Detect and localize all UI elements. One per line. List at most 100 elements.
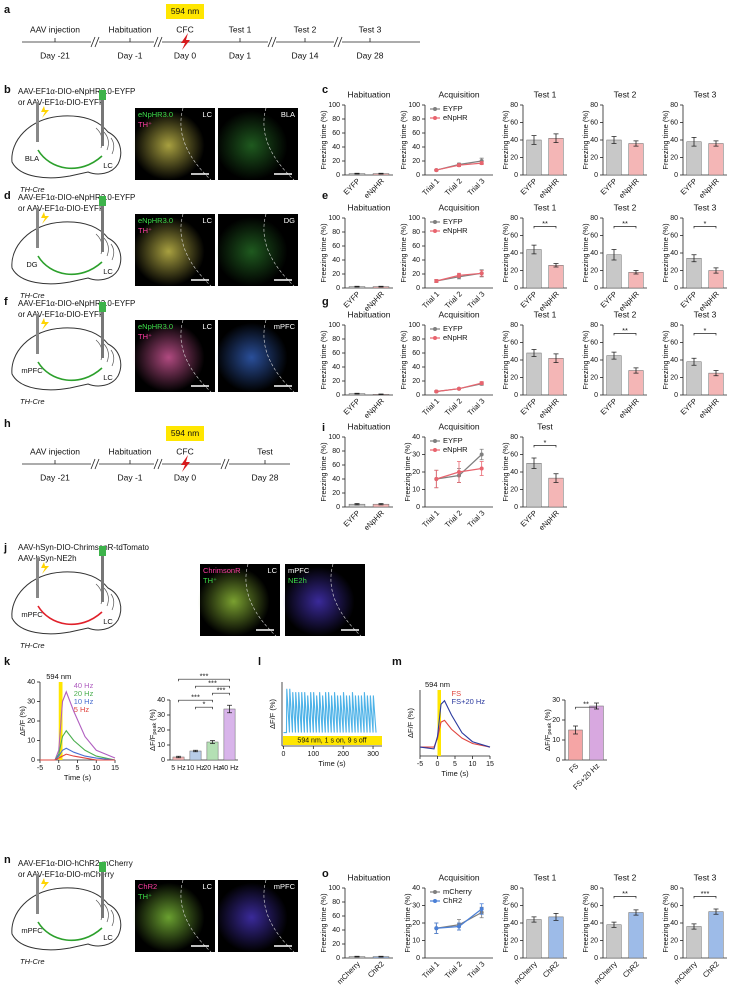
x-tick-label: EYFP xyxy=(679,176,699,196)
event-label: AAV injection xyxy=(30,446,80,456)
region-label: LC xyxy=(103,617,113,626)
y-tick-label: 100 xyxy=(408,102,420,109)
x-tick-label: 5 Hz xyxy=(171,765,186,772)
event-label: Test 1 xyxy=(229,24,252,34)
x-tick-label: Trial 2 xyxy=(443,289,464,310)
y-axis-label: Freezing time (%) xyxy=(403,893,412,953)
micrograph-signal xyxy=(132,322,205,392)
channel-label: ChR2 xyxy=(138,882,157,891)
y-tick-label: 80 xyxy=(332,899,340,906)
trace-line xyxy=(419,699,491,750)
y-tick-label: 20 xyxy=(670,937,678,944)
y-tick-label: 100 xyxy=(328,885,340,892)
brain-schematic: mPFC LC TH-Cre xyxy=(11,302,122,406)
panel-label: e xyxy=(322,190,328,202)
panel-label: a xyxy=(4,4,11,16)
y-tick-label: 0 xyxy=(336,504,340,511)
y-tick-label: 20 xyxy=(510,374,518,381)
y-tick-label: 0 xyxy=(556,757,560,764)
chart-title: Test 1 xyxy=(534,872,557,882)
significance-label: ** xyxy=(622,326,628,335)
y-axis-label-text: ΔF/F xyxy=(543,734,552,751)
trace-line xyxy=(40,729,116,761)
series-point xyxy=(479,161,484,166)
error-bar xyxy=(531,457,537,469)
y-axis-label-text: ΔF/F (%) xyxy=(268,699,277,730)
bar xyxy=(526,352,542,396)
bar xyxy=(526,919,542,959)
x-tick-label: 15 xyxy=(486,761,494,768)
error-bar xyxy=(176,755,181,759)
y-tick-label: 30 xyxy=(27,698,35,705)
significance-label: *** xyxy=(208,679,217,688)
panel-label: j xyxy=(3,542,7,554)
timeline-break xyxy=(224,458,230,470)
x-tick-label: eNpHR xyxy=(362,176,386,200)
x-tick-label: ChR2 xyxy=(366,959,386,979)
y-tick-label: 40 xyxy=(157,697,165,704)
region-label: BLA xyxy=(25,154,39,163)
y-tick-label: 20 xyxy=(590,937,598,944)
y-tick-label: 20 xyxy=(412,920,420,927)
y-tick-label: 0 xyxy=(416,392,420,399)
x-tick-label: mCherry xyxy=(512,959,539,986)
y-tick-label: 20 xyxy=(332,158,340,165)
x-tick-label: Trial 3 xyxy=(466,396,487,417)
virus-syringe xyxy=(99,302,106,312)
y-axis-label-text: Freezing time (%) xyxy=(399,223,408,283)
timeline-break xyxy=(271,36,277,48)
x-tick-label: eNpHR xyxy=(362,396,386,420)
stimulus-label: 594 nm xyxy=(46,672,71,681)
legend-label: FS+20 Hz xyxy=(452,697,486,706)
y-tick-label: 60 xyxy=(670,339,678,346)
panel-label: b xyxy=(4,84,11,96)
error-bar xyxy=(553,133,559,144)
region-label: mPFC xyxy=(274,322,296,331)
y-tick-label: 40 xyxy=(590,357,598,364)
y-axis-label-text: Freezing time (%) xyxy=(661,893,670,953)
y-tick-label: 0 xyxy=(514,955,518,962)
chart-title: Test 2 xyxy=(614,309,637,319)
panel-label: h xyxy=(4,418,11,430)
projection xyxy=(37,255,103,276)
significance-bracket xyxy=(693,333,717,336)
y-tick-label: 40 xyxy=(332,364,340,371)
y-tick-label: 40 xyxy=(332,476,340,483)
panel-label: o xyxy=(322,868,329,880)
panel-label: l xyxy=(258,656,261,668)
virus-syringe xyxy=(99,862,106,872)
y-tick-label: 30 xyxy=(157,712,165,719)
x-tick-label: FS xyxy=(567,761,580,774)
error-bar xyxy=(531,349,537,357)
brain-schematic: mPFC LC TH-Cre xyxy=(11,862,122,966)
injection-needle xyxy=(101,310,104,358)
projection xyxy=(37,605,103,626)
bar xyxy=(548,265,564,289)
region-label: LC xyxy=(103,933,113,942)
y-axis-label-text: ΔF/F (%) xyxy=(18,706,27,737)
x-tick-label: -5 xyxy=(37,765,43,772)
y-tick-label: 60 xyxy=(590,119,598,126)
micrograph-signal xyxy=(215,110,288,180)
legend-label: 40 Hz xyxy=(74,681,94,690)
legend-swatch xyxy=(433,116,437,120)
significance-label: ** xyxy=(583,700,589,709)
y-axis-label-text: Freezing time (%) xyxy=(661,223,670,283)
y-tick-label: 0 xyxy=(594,285,598,292)
error-bar xyxy=(611,351,617,360)
error-bar xyxy=(354,955,360,958)
timeline-break xyxy=(94,36,100,48)
y-tick-label: 20 xyxy=(670,374,678,381)
injection-needle xyxy=(101,98,104,146)
y-tick-label: 80 xyxy=(590,102,598,109)
panel-label: i xyxy=(322,422,325,434)
micrograph-signal xyxy=(215,322,288,392)
region-label: LC xyxy=(103,161,113,170)
bar xyxy=(686,258,702,289)
significance-bracket xyxy=(693,896,717,899)
x-tick-label: -5 xyxy=(417,761,423,768)
y-tick-label: 40 xyxy=(412,257,420,264)
light-spark xyxy=(41,212,49,224)
significance-label: *** xyxy=(191,693,200,702)
